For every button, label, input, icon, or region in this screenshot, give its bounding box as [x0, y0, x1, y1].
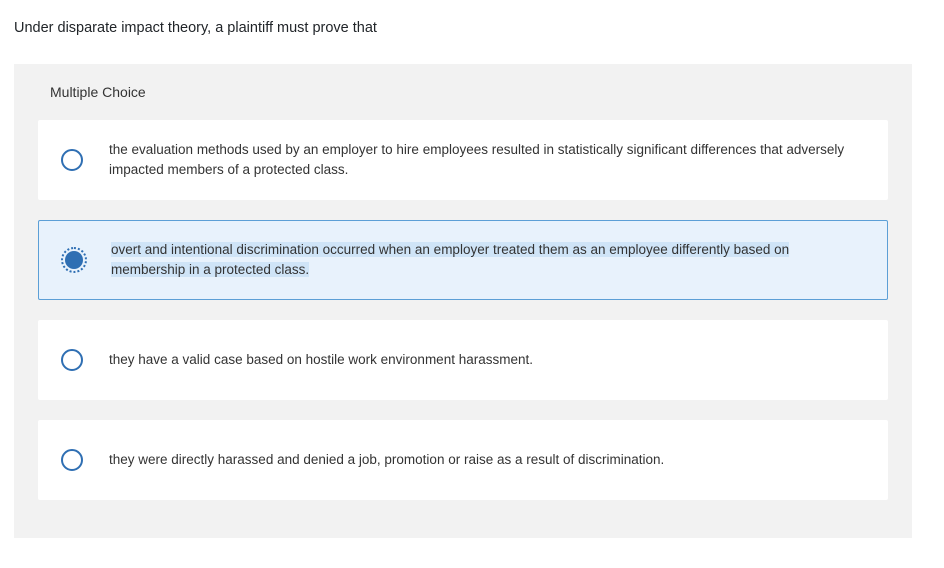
radio-icon[interactable]	[61, 149, 83, 171]
option-2-text: overt and intentional discrimination occ…	[111, 240, 865, 281]
radio-icon[interactable]	[61, 247, 87, 273]
question-text: Under disparate impact theory, a plainti…	[14, 18, 936, 38]
option-4[interactable]: they were directly harassed and denied a…	[38, 420, 888, 500]
panel-title: Multiple Choice	[14, 64, 912, 120]
option-3-text: they have a valid case based on hostile …	[109, 350, 865, 370]
option-1-text: the evaluation methods used by an employ…	[109, 140, 865, 181]
option-4-text: they were directly harassed and denied a…	[109, 450, 865, 470]
radio-icon[interactable]	[61, 349, 83, 371]
options-list: the evaluation methods used by an employ…	[14, 120, 912, 534]
option-1[interactable]: the evaluation methods used by an employ…	[38, 120, 888, 200]
multiple-choice-panel: Multiple Choice the evaluation methods u…	[14, 64, 912, 538]
option-3[interactable]: they have a valid case based on hostile …	[38, 320, 888, 400]
quiz-page: Under disparate impact theory, a plainti…	[0, 0, 944, 568]
option-2[interactable]: overt and intentional discrimination occ…	[38, 220, 888, 300]
radio-icon[interactable]	[61, 449, 83, 471]
